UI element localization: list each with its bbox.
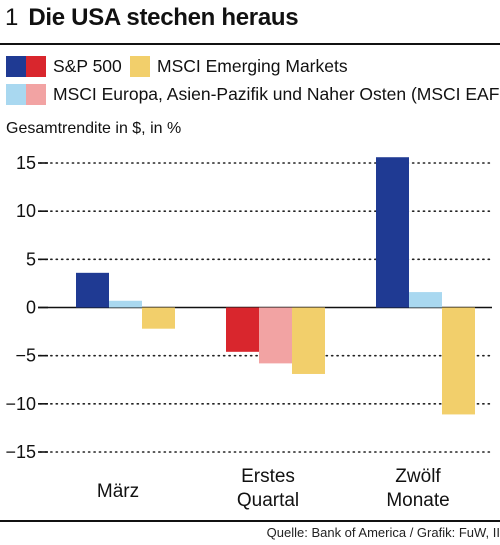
- legend-label-sp500: S&P 500: [53, 56, 122, 76]
- legend-swatch-sp500-negative: [26, 56, 46, 77]
- legend-swatch-emerging: [130, 56, 150, 77]
- y-tick-label: −10: [5, 394, 36, 414]
- y-tick-label: 10: [16, 201, 36, 221]
- bar-eafe-1: [259, 307, 292, 364]
- chart-title: 1 Die USA stechen heraus: [5, 4, 299, 40]
- figure-number: 1: [5, 4, 19, 31]
- legend-label-emerging: MSCI Emerging Markets: [157, 56, 348, 76]
- bar-sp500-0: [76, 272, 109, 308]
- legend-item-sp500: S&P 500: [6, 56, 122, 77]
- x-category-label: Erstes Quartal: [237, 466, 299, 511]
- y-axis-label: Gesamtrendite in $, in %: [6, 120, 182, 137]
- bar-emerging-2: [442, 307, 475, 415]
- x-category-label: März: [97, 481, 139, 502]
- bar-eafe-0: [109, 300, 142, 308]
- title-divider: [0, 43, 500, 45]
- legend-swatch-eafe-negative: [26, 84, 46, 105]
- title-text: Die USA stechen heraus: [28, 4, 299, 31]
- legend-item-eafe: MSCI Europa, Asien-Pazifik und Naher Ost…: [6, 84, 500, 105]
- y-tick-label: 0: [26, 298, 36, 318]
- bar-eafe-2: [409, 292, 442, 308]
- y-tick-label: 15: [16, 153, 36, 173]
- legend-swatch-sp500-positive: [6, 56, 26, 77]
- bar-sp500-1: [226, 307, 259, 352]
- x-category-label: Zwölf Monate: [386, 466, 449, 511]
- legend-item-emerging: MSCI Emerging Markets: [130, 56, 348, 77]
- legend-label-eafe: MSCI Europa, Asien-Pazifik und Naher Ost…: [53, 84, 500, 104]
- bar-emerging-1: [292, 307, 325, 374]
- bar-sp500-2: [376, 157, 409, 308]
- y-tick-label: −5: [15, 346, 36, 366]
- footer-divider: [0, 520, 500, 522]
- legend-swatch-eafe-positive: [6, 84, 26, 105]
- y-tick-label: −15: [5, 442, 36, 462]
- y-tick-label: 5: [26, 249, 36, 269]
- bar-emerging-0: [142, 307, 175, 329]
- source-note: Quelle: Bank of America / Grafik: FuW, I…: [266, 525, 500, 540]
